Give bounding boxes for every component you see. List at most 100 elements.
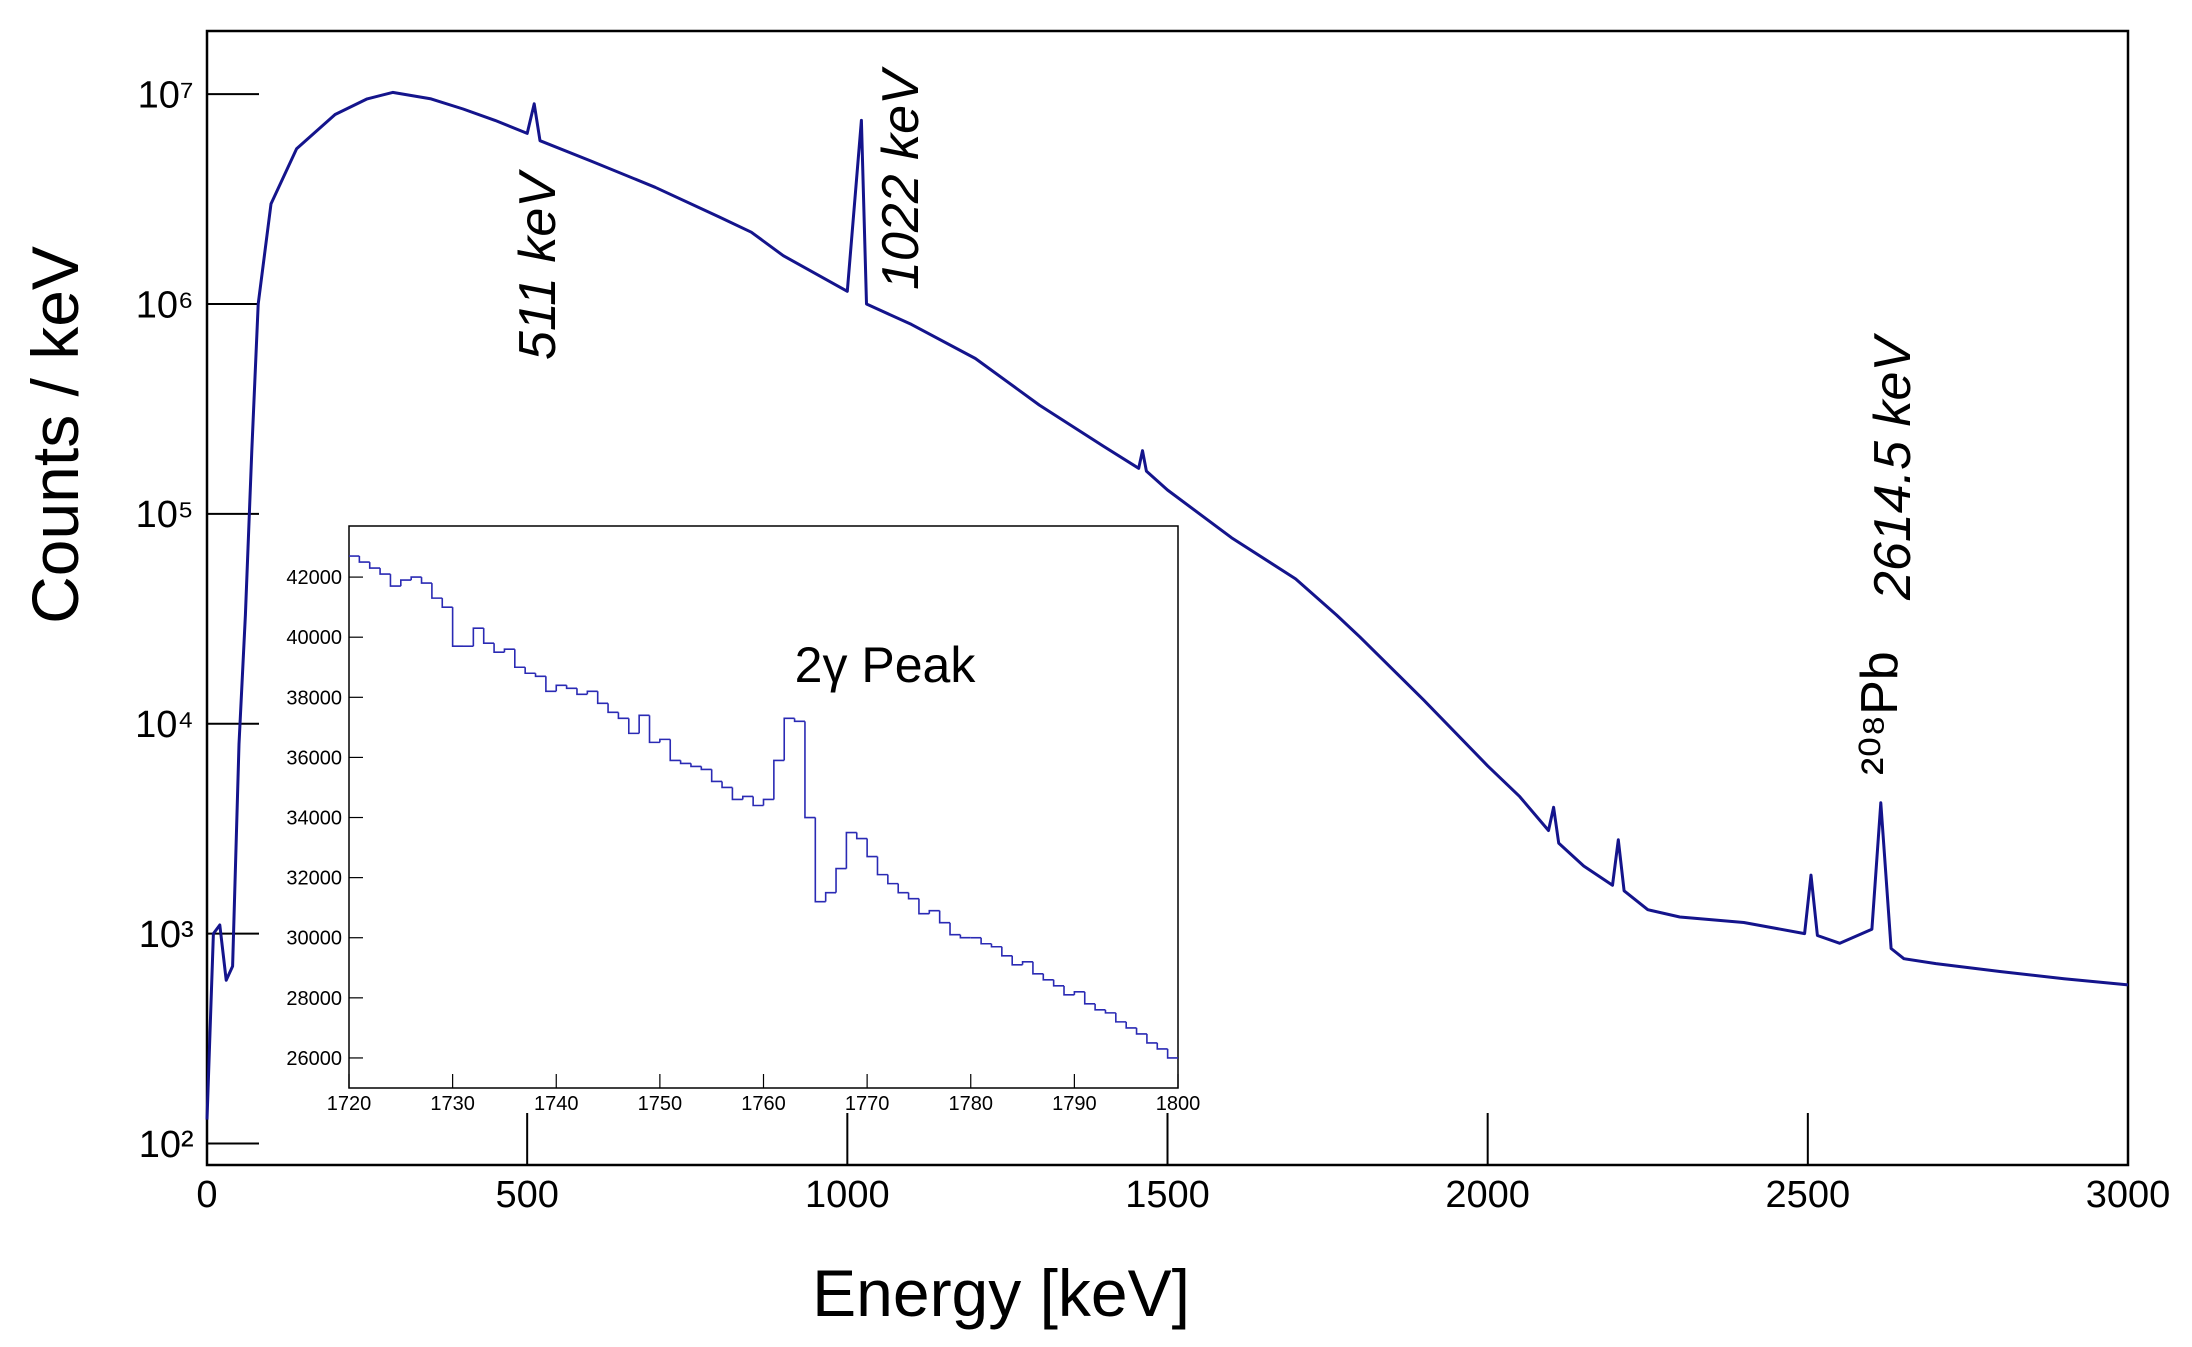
histogram-bin: [959, 934, 971, 939]
histogram-bin: [773, 759, 785, 800]
y-tick-label: 10⁵: [136, 494, 194, 536]
y-tick-label: 32000: [286, 868, 342, 890]
x-tick-label: 1740: [534, 1093, 579, 1115]
histogram-bin: [710, 769, 723, 783]
histogram-bin: [1166, 1048, 1178, 1059]
histogram-bin: [690, 763, 702, 768]
histogram-bin: [1001, 946, 1013, 957]
histogram-bin: [866, 838, 878, 858]
histogram-bin: [1021, 960, 1033, 965]
histogram-bin: [368, 562, 381, 569]
x-tick-label: 1720: [327, 1093, 372, 1115]
histogram-bin: [596, 691, 609, 705]
histogram-bin: [659, 738, 671, 743]
histogram-bin: [514, 649, 526, 669]
histogram-bin: [472, 627, 484, 647]
x-axis-label: Energy [keV]: [812, 1256, 1190, 1330]
y-tick-label: 10⁴: [135, 704, 194, 746]
histogram-bin: [949, 922, 961, 936]
y-tick-label: 42000: [286, 567, 342, 589]
histogram-bin: [451, 607, 463, 648]
y-tick-label: 36000: [286, 747, 342, 769]
histogram-bin: [928, 909, 940, 914]
y-tick-label: 30000: [286, 928, 342, 950]
histogram-bin: [1156, 1042, 1168, 1050]
histogram-bin: [431, 583, 443, 599]
histogram-bin: [545, 676, 557, 693]
histogram-bin: [721, 781, 733, 789]
histogram-bin: [379, 568, 391, 575]
histogram-bin: [1115, 1012, 1127, 1023]
histogram-bin: [534, 673, 546, 678]
histogram-bin: [980, 937, 992, 945]
histogram-bin: [762, 798, 774, 806]
histogram-bin: [669, 739, 681, 762]
x-tick-label: 1760: [741, 1093, 786, 1115]
x-tick-label: 2000: [1445, 1174, 1530, 1216]
histogram-bin: [824, 891, 837, 902]
histogram-bin: [607, 703, 619, 714]
histogram-bin: [1042, 973, 1054, 981]
peak-annotation: 2614.5 keV: [1864, 333, 1922, 601]
histogram-bin: [752, 796, 764, 807]
histogram-bin: [441, 598, 453, 608]
peak-annotation: 1022 keV: [872, 66, 930, 290]
x-tick-label: 0: [196, 1174, 217, 1216]
histogram-bin: [814, 817, 826, 903]
histogram-bin: [938, 910, 951, 924]
x-tick-label: 1500: [1125, 1174, 1210, 1216]
x-tick-label: 1770: [845, 1093, 890, 1115]
histogram-bin: [524, 667, 536, 675]
y-tick-label: 26000: [286, 1048, 342, 1070]
x-tick-label: 1750: [638, 1093, 683, 1115]
histogram-bin: [1063, 985, 1075, 996]
histogram-bin: [990, 943, 1002, 948]
histogram-bin: [741, 795, 754, 800]
x-tick-label: 1800: [1156, 1093, 1201, 1115]
inset-title: 2γ Peak: [795, 637, 977, 693]
y-tick-label: 34000: [286, 808, 342, 830]
histogram-bin: [855, 832, 868, 840]
plot-frame: [348, 525, 1179, 1089]
histogram-bin: [482, 628, 495, 645]
histogram-bin: [876, 856, 888, 876]
histogram-bin: [897, 883, 909, 894]
histogram-bin: [1135, 1027, 1147, 1035]
y-tick-label: 10⁷: [138, 74, 194, 116]
histogram-bin: [1104, 1009, 1116, 1014]
x-tick-label: 1000: [805, 1174, 890, 1216]
peak-annotation: ²⁰⁸Pb: [1851, 651, 1909, 775]
y-tick-label: 10²: [139, 1124, 194, 1166]
histogram-bin: [358, 556, 370, 563]
histogram-bin: [887, 874, 899, 885]
histogram-bin: [907, 892, 919, 900]
x-tick-label: 1730: [430, 1093, 475, 1115]
histogram-bin: [700, 766, 712, 771]
y-axis-label: Counts / keV: [18, 246, 92, 624]
x-tick-label: 3000: [2086, 1174, 2171, 1216]
histogram-bin: [918, 898, 930, 915]
histogram-bin: [617, 712, 629, 720]
histogram-bin: [1073, 991, 1085, 995]
histogram-bin: [1032, 961, 1044, 975]
histogram-bin: [648, 715, 660, 744]
y-tick-label: 40000: [286, 627, 342, 649]
histogram-bin: [1052, 979, 1065, 987]
histogram-bin: [503, 648, 515, 653]
x-tick-label: 500: [495, 1174, 558, 1216]
histogram-bin: [555, 684, 567, 692]
histogram-bin: [1094, 1003, 1106, 1011]
x-tick-label: 2500: [1766, 1174, 1851, 1216]
x-tick-label: 1780: [949, 1093, 994, 1115]
x-tick-label: 1790: [1052, 1093, 1097, 1115]
histogram-bin: [493, 643, 505, 654]
y-tick-label: 10³: [139, 914, 194, 956]
histogram-bin: [845, 831, 857, 869]
histogram-bin: [793, 718, 805, 723]
histogram-bin: [1146, 1033, 1158, 1044]
histogram-bin: [400, 579, 412, 587]
histogram-bin: [1083, 991, 1096, 1005]
histogram-bin: [576, 688, 588, 696]
histogram-bin: [410, 576, 422, 581]
